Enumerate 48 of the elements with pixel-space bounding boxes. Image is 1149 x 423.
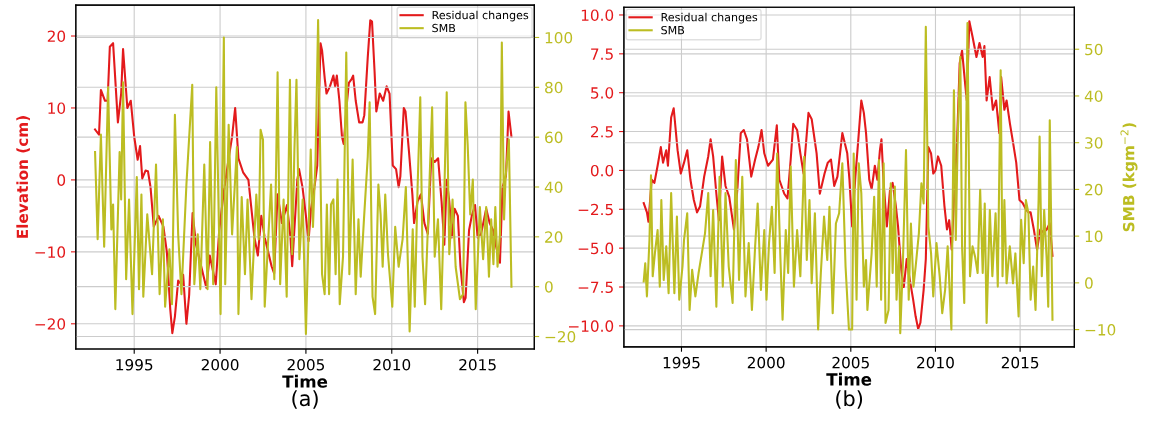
- y2-tick-label: −20: [545, 330, 576, 343]
- y2-tick-label: 10: [1085, 230, 1103, 243]
- y2-tick-label: 20: [545, 231, 563, 243]
- text: (b): [836, 390, 863, 409]
- y-tick-label: 7.5: [591, 48, 613, 60]
- x-axis-title: Time: [282, 374, 328, 388]
- y-tick-label: 0.0: [590, 164, 614, 177]
- y-tick-label: −5.0: [578, 242, 614, 255]
- y-tick-label: −10.0: [568, 320, 614, 332]
- x-axis-title: Time: [826, 372, 872, 386]
- y2-tick-label: 80: [545, 81, 563, 94]
- x-tick-label: 2005: [832, 356, 869, 369]
- legend-label: Residual changes: [432, 10, 529, 22]
- y-axis-title: Elevation (cm): [16, 116, 30, 238]
- y-tick-label: −2.5: [578, 203, 613, 216]
- y2-tick-label: 40: [1084, 90, 1103, 102]
- legend-label: Residual changes: [661, 12, 758, 24]
- y-tick-label: −20: [35, 318, 66, 330]
- y2-tick-label: 0: [1085, 277, 1093, 289]
- legend-label: SMB: [432, 23, 456, 33]
- y2-tick-label: 20: [1085, 183, 1103, 196]
- legend-label: SMB: [661, 25, 685, 35]
- y-tick-label: 10.0: [581, 9, 614, 21]
- y2-tick-label: 60: [545, 131, 563, 144]
- y-tick-label: 10: [48, 102, 66, 114]
- y2-tick-label: 50: [1085, 43, 1103, 56]
- x-tick-label: 2005: [287, 358, 325, 371]
- y-tick-label: 5.0: [591, 87, 614, 99]
- y2-tick-label: 0: [545, 281, 553, 293]
- y2-tick-label: −10: [1085, 324, 1116, 336]
- y-tick-label: 2.5: [591, 126, 613, 138]
- x-tick-label: 2015: [1001, 356, 1039, 369]
- x-tick-label: 2010: [917, 356, 954, 369]
- x-tick-label: 1995: [663, 356, 700, 369]
- y2-axis-title: SMB (kgm$^{−2}$): [1120, 123, 1138, 232]
- x-tick-label: 2000: [201, 358, 239, 371]
- y-tick-label: 0: [57, 174, 66, 186]
- y2-tick-label: 100: [545, 31, 573, 44]
- y-tick-label: −7.5: [578, 281, 613, 294]
- x-tick-label: 2000: [747, 356, 785, 369]
- x-tick-label: 2010: [373, 358, 411, 371]
- y-tick-label: 20: [47, 30, 66, 43]
- x-tick-label: 2015: [459, 358, 496, 371]
- text: (a): [292, 390, 318, 409]
- y2-tick-label: 40: [544, 181, 563, 194]
- y2-tick-label: 30: [1085, 137, 1103, 149]
- x-tick-label: 1995: [116, 358, 153, 371]
- y-tick-label: −10: [35, 246, 66, 258]
